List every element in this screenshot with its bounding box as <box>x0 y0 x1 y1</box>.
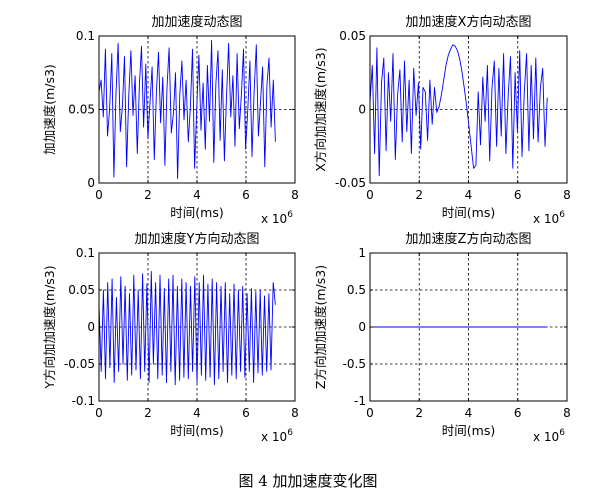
x-multiplier-base: x 10 <box>533 212 559 226</box>
x-tick-label: 6 <box>242 188 250 202</box>
y-tick-label: 0.05 <box>68 283 95 297</box>
x-multiplier: x 106 <box>533 428 565 444</box>
x-tick-label: 8 <box>291 406 299 420</box>
x-axis-label: 时间(ms) <box>170 205 223 220</box>
y-tick-label: -0.05 <box>335 176 366 190</box>
y-tick-label: 0.05 <box>339 29 366 43</box>
y-tick-label: 0 <box>87 176 95 190</box>
series-line-1 <box>369 44 548 177</box>
x-tick-label: 6 <box>514 406 522 420</box>
subplot-title: 加加速度动态图 <box>151 14 242 30</box>
y-tick-label: 0 <box>358 320 366 334</box>
x-tick-label: 2 <box>415 188 423 202</box>
y-tick-label: -0.5 <box>343 357 366 371</box>
x-multiplier-exponent: 6 <box>559 210 565 220</box>
x-tick-label: 2 <box>144 406 152 420</box>
y-axis-label: Z方向加加速度(m/s3) <box>313 265 328 389</box>
y-tick-label: -0.05 <box>64 357 95 371</box>
x-axis-label: 时间(ms) <box>442 423 495 438</box>
y-tick-label: -0.1 <box>72 394 95 408</box>
y-tick-label: 0.1 <box>76 246 95 260</box>
x-tick-label: 0 <box>366 188 374 202</box>
x-tick-label: 4 <box>465 406 473 420</box>
x-tick-label: 4 <box>193 188 201 202</box>
x-tick-label: 2 <box>415 406 423 420</box>
x-tick-label: 8 <box>291 188 299 202</box>
subplot-title: 加加速度Y方向动态图 <box>135 231 260 247</box>
x-multiplier-exponent: 6 <box>559 428 565 438</box>
x-tick-label: 4 <box>465 188 473 202</box>
x-multiplier-base: x 10 <box>261 212 287 226</box>
figure-caption: 图 4 加加速度变化图 <box>238 472 378 490</box>
y-tick-label: 0 <box>87 320 95 334</box>
x-tick-label: 0 <box>95 406 103 420</box>
x-tick-label: 6 <box>514 188 522 202</box>
y-tick-label: 1 <box>358 246 366 260</box>
y-axis-label: X方向加加速度(m/s3) <box>313 47 328 171</box>
y-axis-label: Y方向加加速度(m/s3) <box>42 265 57 389</box>
subplot-title: 加加速度X方向动态图 <box>406 14 532 30</box>
x-multiplier: x 106 <box>261 210 293 226</box>
x-tick-label: 4 <box>193 406 201 420</box>
x-tick-label: 8 <box>563 188 571 202</box>
x-multiplier-exponent: 6 <box>287 210 293 220</box>
x-tick-label: 2 <box>144 188 152 202</box>
x-tick-label: 6 <box>242 406 250 420</box>
x-tick-label: 0 <box>95 188 103 202</box>
x-multiplier-base: x 10 <box>261 430 287 444</box>
series-line-1 <box>98 39 276 180</box>
x-multiplier-base: x 10 <box>533 430 559 444</box>
x-tick-label: 0 <box>366 406 374 420</box>
y-tick-label: 0.5 <box>347 283 366 297</box>
y-tick-label: 0.05 <box>68 103 95 117</box>
x-multiplier: x 106 <box>533 210 565 226</box>
x-multiplier: x 106 <box>261 428 293 444</box>
subplot-title: 加加速度Z方向动态图 <box>406 231 532 247</box>
x-tick-label: 8 <box>563 406 571 420</box>
series-line-1 <box>98 271 276 386</box>
x-axis-label: 时间(ms) <box>170 423 223 438</box>
y-tick-label: 0 <box>358 103 366 117</box>
y-tick-label: 0.1 <box>76 29 95 43</box>
x-multiplier-exponent: 6 <box>287 428 293 438</box>
y-tick-label: -1 <box>354 394 366 408</box>
y-axis-label: 加加速度(m/s3) <box>42 64 57 155</box>
x-axis-label: 时间(ms) <box>442 205 495 220</box>
